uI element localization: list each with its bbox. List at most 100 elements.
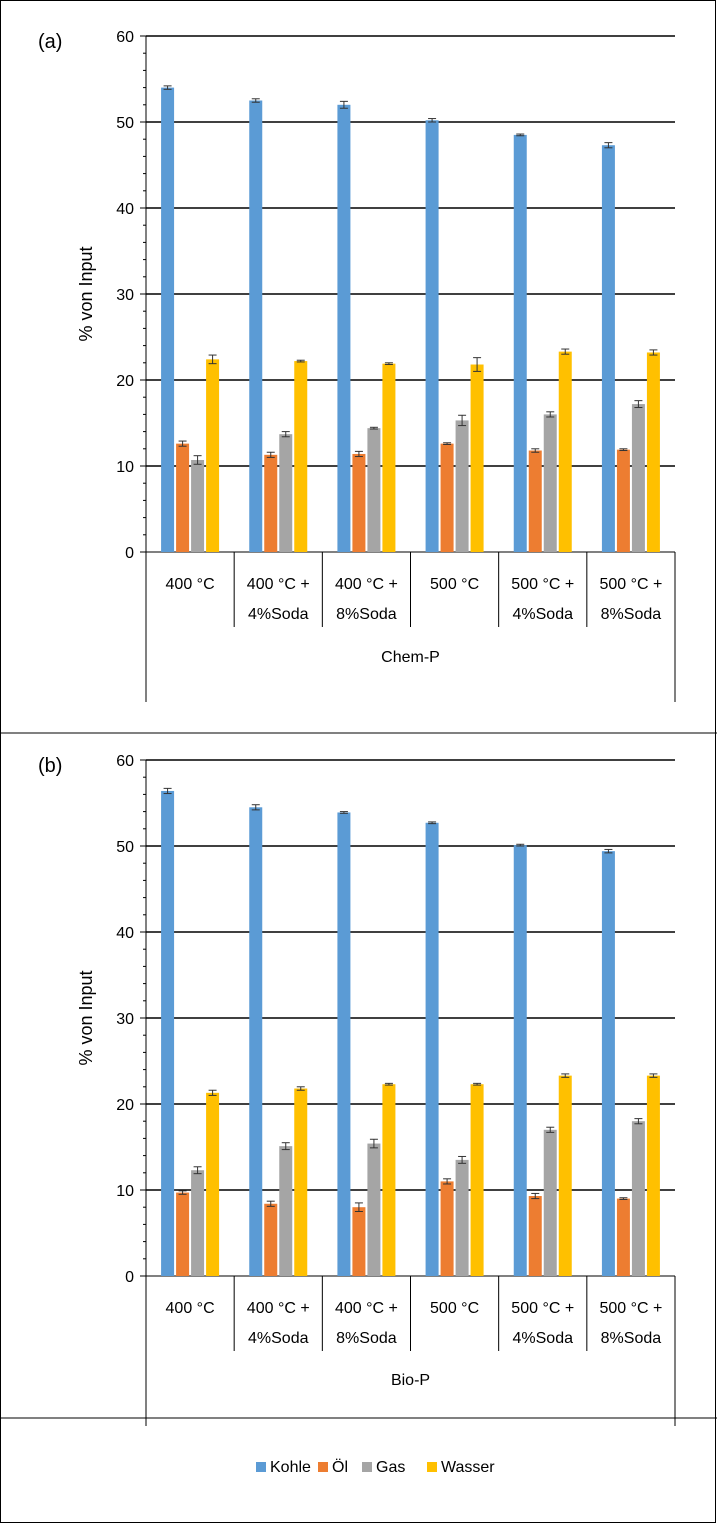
error-bar xyxy=(546,411,555,418)
legend: Kohle Öl Gas Wasser xyxy=(256,1458,495,1476)
error-bar xyxy=(634,1118,643,1125)
bar-gas xyxy=(631,404,645,552)
category-label: 500 °C + xyxy=(599,576,662,593)
error-bar xyxy=(443,1178,452,1185)
bar-gas xyxy=(543,1129,557,1276)
error-bar xyxy=(266,451,275,458)
category-label: 500 °C + xyxy=(511,1300,574,1317)
error-bar xyxy=(208,1089,217,1096)
bar-wasser xyxy=(558,351,572,552)
y-tick-label: 40 xyxy=(116,925,134,942)
error-bar xyxy=(369,426,378,430)
y-axis-title: % von Input xyxy=(76,970,96,1065)
y-tick-label: 30 xyxy=(116,287,134,304)
error-bar xyxy=(619,1197,628,1200)
category-label: 400 °C + xyxy=(335,1300,398,1317)
error-bar xyxy=(339,100,348,109)
error-bar xyxy=(531,1192,540,1200)
category-label-line2: 4%Soda xyxy=(513,606,574,623)
y-tick-label: 60 xyxy=(116,29,134,46)
category-label-line2: 4%Soda xyxy=(248,1330,309,1347)
error-bar xyxy=(531,448,540,453)
bar-kohle xyxy=(601,851,615,1276)
y-tick-label: 50 xyxy=(116,115,134,132)
error-bar xyxy=(251,804,260,811)
category-label-line2: 8%Soda xyxy=(336,1330,397,1347)
bar-gas xyxy=(631,1121,645,1276)
error-bar xyxy=(428,821,437,825)
error-bar xyxy=(178,1190,187,1195)
error-bar xyxy=(193,1166,202,1175)
bar-kohle xyxy=(161,87,175,552)
error-bar xyxy=(296,359,305,363)
error-bar xyxy=(369,1138,378,1149)
bar-kohle xyxy=(601,145,615,552)
bar-wasser xyxy=(206,1092,220,1276)
y-tick-label: 10 xyxy=(116,1183,134,1200)
bar-wasser xyxy=(294,361,308,552)
bar-öl xyxy=(264,454,278,552)
bar-gas xyxy=(543,414,557,552)
error-bar xyxy=(339,811,348,814)
bar-wasser xyxy=(646,1075,660,1276)
y-tick-label: 0 xyxy=(125,545,134,562)
error-bar xyxy=(208,354,217,365)
bar-gas xyxy=(279,1146,293,1276)
error-bar xyxy=(546,1126,555,1133)
y-tick-label: 0 xyxy=(125,1269,134,1286)
bar-öl xyxy=(264,1203,278,1276)
error-bar xyxy=(266,1200,275,1207)
category-label: 400 °C + xyxy=(247,576,310,593)
bar-kohle xyxy=(337,812,351,1276)
category-label-line2: 4%Soda xyxy=(248,606,309,623)
error-bar xyxy=(634,400,643,409)
bar-kohle xyxy=(425,822,439,1276)
bar-gas xyxy=(191,459,205,552)
legend-swatch-2 xyxy=(318,1462,328,1472)
bar-öl xyxy=(440,1181,454,1276)
error-bar xyxy=(354,1202,363,1212)
y-axis-title: % von Input xyxy=(76,246,96,341)
bar-öl xyxy=(528,450,542,552)
bar-öl xyxy=(616,1198,630,1276)
error-bar xyxy=(561,1073,570,1078)
bar-öl xyxy=(616,449,630,552)
error-bar xyxy=(384,1082,393,1086)
panel-label: (b) xyxy=(38,755,62,777)
error-bar xyxy=(178,440,187,447)
bar-kohle xyxy=(513,134,527,552)
category-label-line2: 8%Soda xyxy=(601,606,662,623)
y-tick-label: 50 xyxy=(116,839,134,856)
bar-wasser xyxy=(382,1084,396,1276)
bar-gas xyxy=(191,1170,205,1276)
error-bar xyxy=(193,455,202,465)
error-bar xyxy=(296,1086,305,1091)
category-label: 400 °C + xyxy=(335,576,398,593)
category-label: 500 °C xyxy=(430,576,479,593)
legend-label: Kohle xyxy=(270,1459,311,1476)
error-bar xyxy=(281,1142,290,1151)
bar-kohle xyxy=(161,790,175,1276)
bar-wasser xyxy=(206,359,220,552)
category-label: 400 °C xyxy=(166,1300,215,1317)
y-tick-label: 60 xyxy=(116,753,134,770)
error-bar xyxy=(649,349,658,356)
error-bar xyxy=(561,348,570,355)
bar-kohle xyxy=(249,100,263,552)
y-tick-label: 40 xyxy=(116,201,134,218)
error-bar xyxy=(604,848,613,854)
bar-kohle xyxy=(249,807,263,1276)
error-bar xyxy=(443,442,452,445)
y-tick-label: 10 xyxy=(116,459,134,476)
error-bar xyxy=(458,1155,467,1164)
bar-kohle xyxy=(425,120,439,552)
group-label: Chem-P xyxy=(381,649,440,666)
error-bar xyxy=(384,362,393,366)
bar-öl xyxy=(528,1196,542,1276)
chart-panel-b: 0 10 20 30 40 50 60 400 °C 400 °C + 4%Soda 400 °C … xyxy=(38,753,676,1426)
category-label: 500 °C + xyxy=(599,1300,662,1317)
legend-label: Gas xyxy=(376,1459,405,1476)
error-bar xyxy=(354,450,363,458)
bar-kohle xyxy=(337,104,351,553)
